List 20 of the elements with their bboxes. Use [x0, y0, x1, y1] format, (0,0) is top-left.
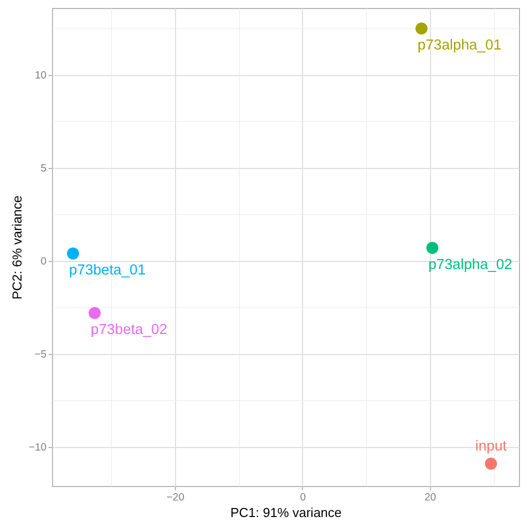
series-label: input	[475, 438, 507, 455]
series-label: p73beta_01	[69, 262, 146, 279]
y-tick-label: 0	[40, 255, 47, 268]
x-tick-label: 20	[424, 492, 436, 504]
series-label: p73alpha_02	[428, 256, 512, 273]
y-tick-label: 5	[40, 162, 47, 174]
point	[67, 248, 80, 260]
x-tick-label: −20	[166, 492, 185, 504]
point	[88, 307, 101, 320]
y-tick-label: −5	[34, 348, 47, 360]
series-label: p73alpha_01	[418, 37, 502, 54]
x-axis-title: PC1: 91% variance	[230, 505, 342, 520]
x-tick-label: 0	[300, 492, 306, 504]
series-label: p73beta_02	[90, 322, 168, 338]
y-axis-title: PC2: 6% variance	[10, 195, 25, 300]
y-tick-label: 10	[34, 69, 47, 82]
point	[416, 22, 428, 34]
point	[484, 458, 497, 470]
y-tick-label: −10	[28, 441, 47, 454]
point	[426, 242, 438, 254]
